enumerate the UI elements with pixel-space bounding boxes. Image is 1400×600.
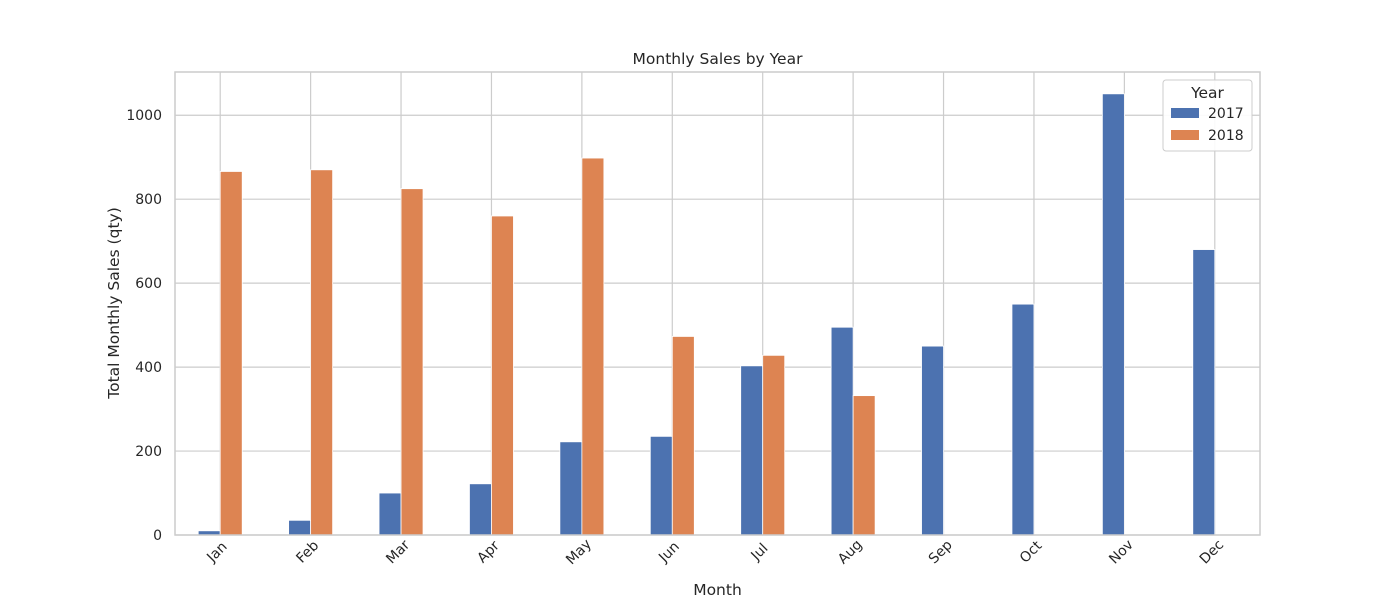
- bar-2018-aug: [852, 395, 876, 536]
- bar-2018-may: [581, 157, 605, 536]
- bar-2018-jan: [219, 171, 243, 536]
- bar-2017-jun: [649, 435, 673, 536]
- x-axis-title: Month: [693, 581, 742, 599]
- y-tick-label: 1000: [126, 108, 162, 124]
- bar-2017-oct: [1011, 303, 1035, 536]
- bar-2018-jun: [671, 336, 695, 536]
- legend-label-2018: 2018: [1208, 128, 1244, 144]
- x-tick-label: Jul: [748, 541, 772, 565]
- bar-2017-mar: [378, 492, 402, 536]
- bar-2017-sep: [921, 345, 944, 536]
- bar-2017-jul: [740, 365, 764, 536]
- bar-2018-feb: [310, 169, 334, 536]
- x-tick-label: Dec: [1197, 537, 1227, 567]
- y-tick-label: 600: [135, 276, 162, 292]
- y-tick-label: 400: [135, 360, 162, 376]
- bar-2018-jul: [762, 354, 786, 536]
- bars: [197, 93, 1216, 536]
- y-tick-label: 800: [135, 192, 162, 208]
- x-tick-label: Mar: [383, 537, 413, 567]
- x-tick-label: Aug: [835, 537, 866, 568]
- x-tick-label: Sep: [926, 537, 956, 567]
- x-tick-label: Jun: [655, 539, 682, 566]
- legend-swatch-2018: [1171, 130, 1199, 140]
- x-tick-label: May: [563, 536, 595, 568]
- bar-2018-apr: [491, 215, 514, 536]
- bar-2018-mar: [400, 188, 424, 536]
- x-tick-label: Apr: [474, 538, 503, 567]
- legend: Year 2017 2018: [1162, 79, 1253, 152]
- y-tick-label: 200: [135, 444, 162, 460]
- bar-2017-dec: [1192, 249, 1216, 536]
- y-tick-label: 0: [153, 528, 162, 544]
- x-tick-label: Nov: [1106, 537, 1137, 568]
- bar-2017-feb: [288, 519, 312, 536]
- x-tick-label: Feb: [293, 538, 322, 567]
- legend-title: Year: [1190, 84, 1224, 102]
- x-tick-label: Jan: [203, 539, 230, 566]
- legend-label-2017: 2017: [1208, 106, 1244, 122]
- bar-2017-apr: [469, 483, 492, 536]
- chart-title: Monthly Sales by Year: [633, 50, 804, 68]
- grid: [175, 72, 1260, 536]
- plot-frame: [174, 71, 1261, 536]
- bar-2017-may: [559, 441, 583, 536]
- legend-swatch-2017: [1171, 108, 1199, 118]
- y-axis-title: Total Monthly Sales (qty): [105, 207, 123, 399]
- x-tick-label: Oct: [1017, 538, 1046, 567]
- bar-2017-nov: [1101, 93, 1125, 536]
- bar-2017-aug: [830, 326, 854, 536]
